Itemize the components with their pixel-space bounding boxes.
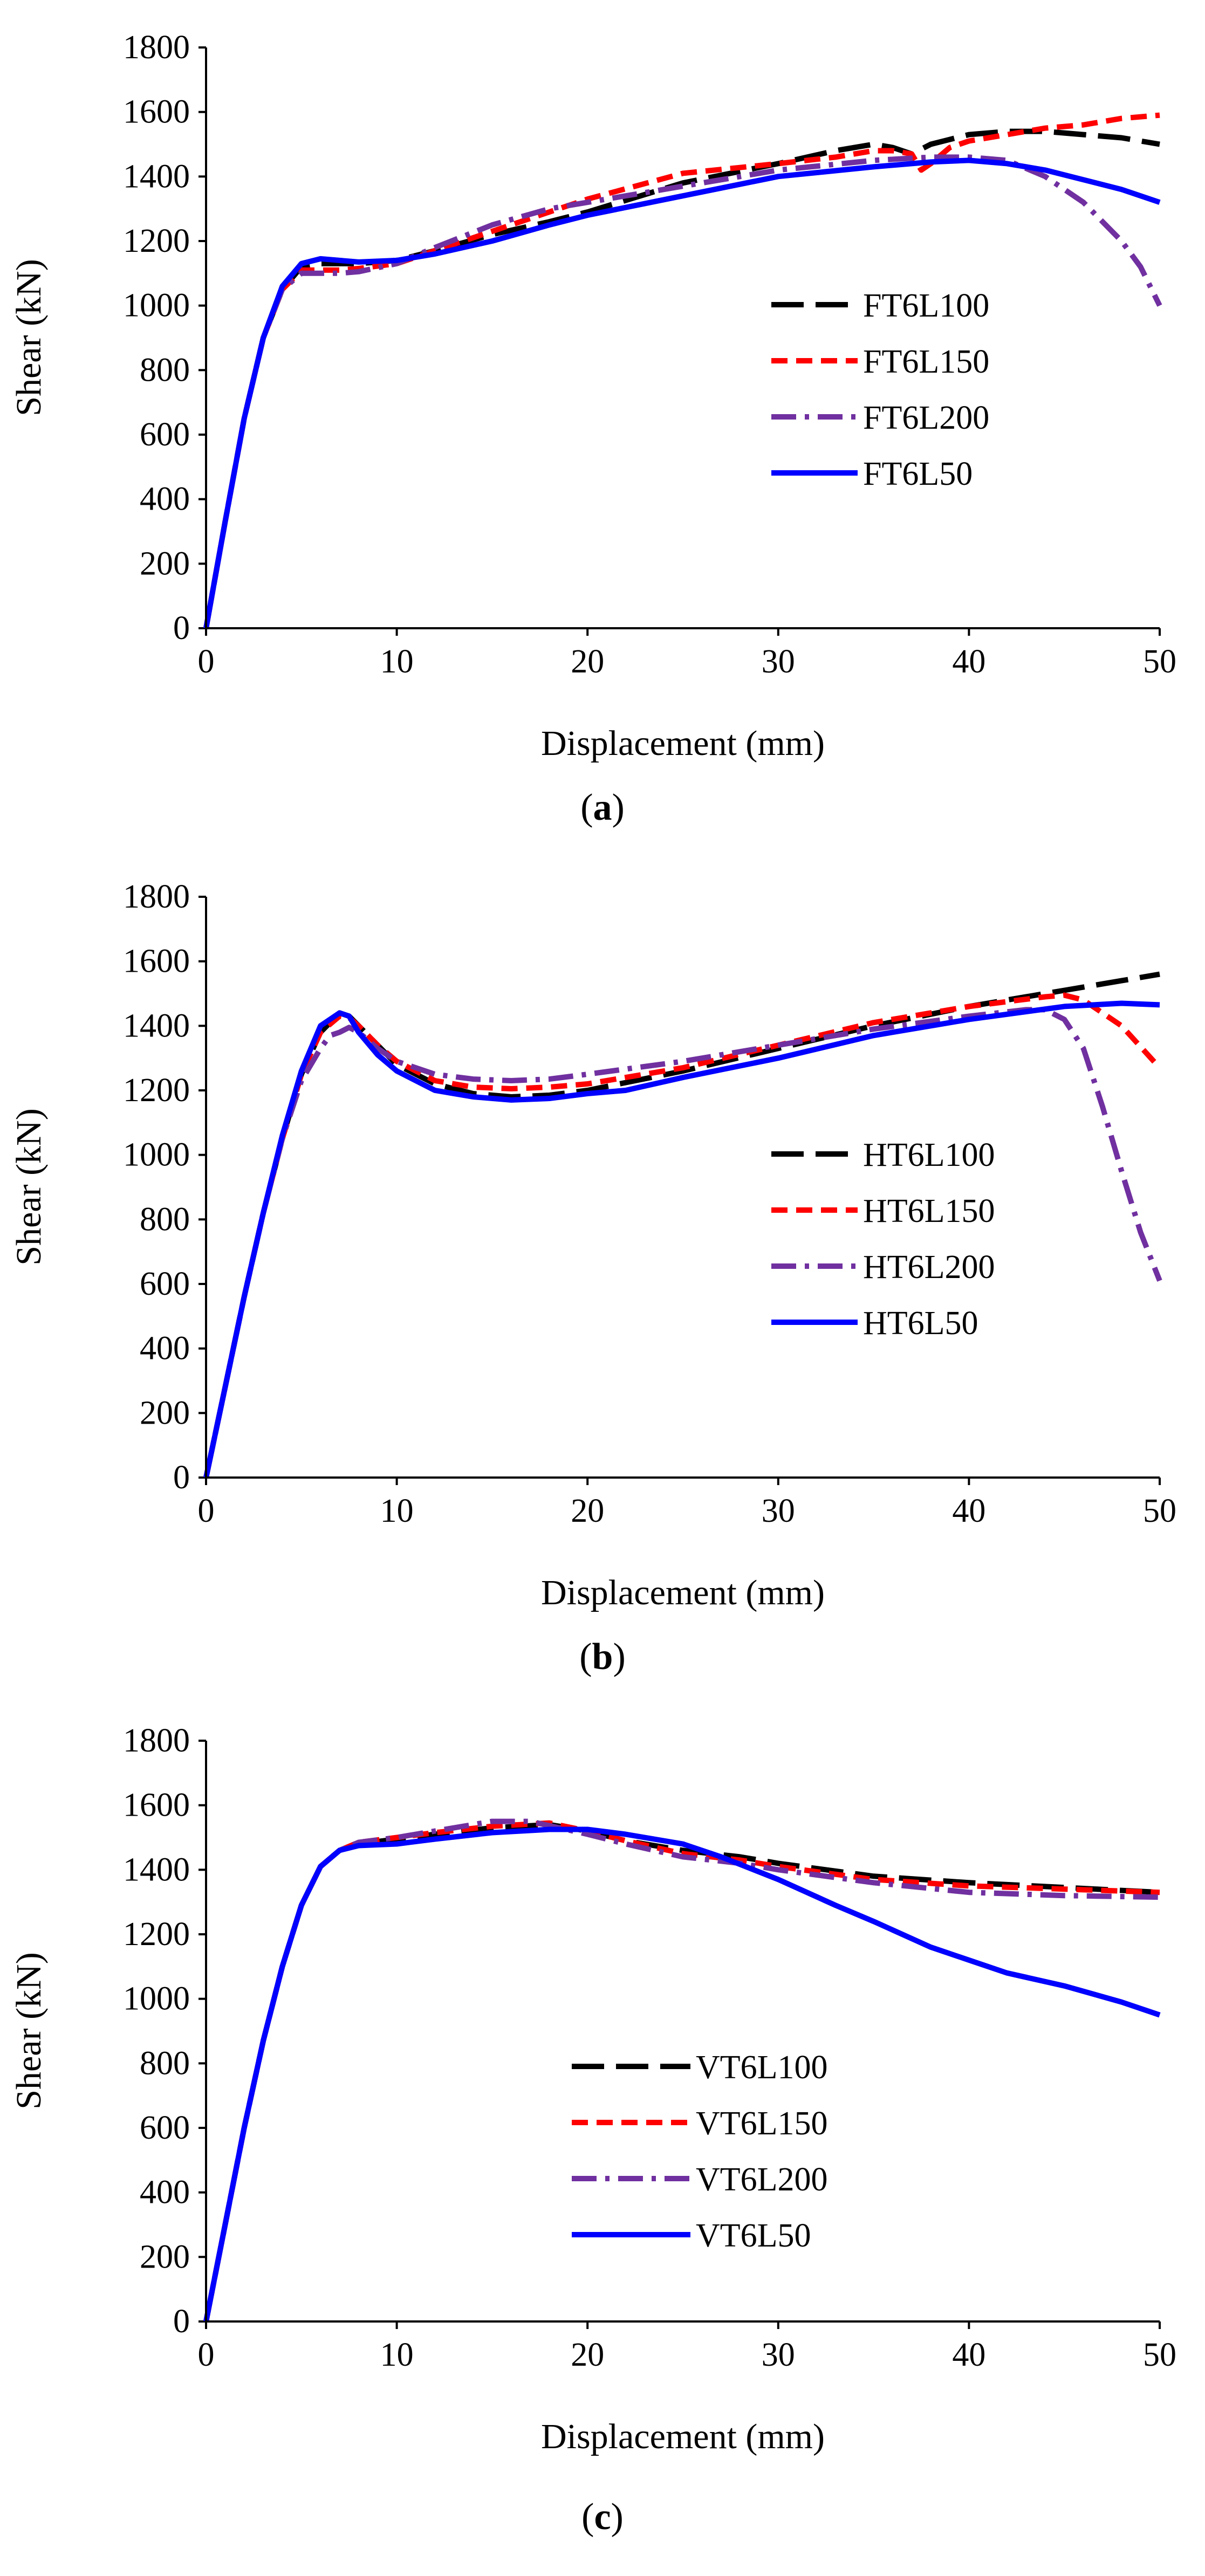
panel-b-xtick-label-10: 10 [380,1493,414,1529]
panel-a-ytick-label-1800: 1800 [123,29,190,66]
panel-c-ytick-label-600: 600 [140,2110,190,2146]
panel-b-ytick-label-1200: 1200 [123,1072,190,1109]
panel-b-ytick-label-600: 600 [140,1266,190,1302]
panel-c-plot-area: 0 200 400 600 800 1000 1200 1400 1600 1800 0 10 20 30… [123,1722,1176,2373]
legend-label-ft6l50: FT6L50 [863,456,973,492]
legend-label-ft6l100: FT6L100 [863,287,989,324]
panel-c-xtick-label-40: 40 [952,2337,985,2373]
panel-a-y-axis-title: Shear (kN) [9,259,49,416]
panel-b-ytick-label-1000: 1000 [123,1137,190,1173]
panel-b-caption-letter: b [592,1636,613,1678]
panel-a-plot-area: 0 200 400 600 800 1000 1200 1400 1600 1800 0 10 20 30… [123,29,1176,680]
panel-a-xtick-label-10: 10 [380,643,414,680]
panel-c-ytick-label-0: 0 [173,2303,190,2340]
panel-a-ytick-label-1000: 1000 [123,287,190,324]
panel-b-caption-close: ) [613,1636,625,1678]
panel-c-ytick-label-200: 200 [140,2238,190,2275]
panel-b-xtick-label-40: 40 [952,1493,985,1529]
legend-label-ht6l200: HT6L200 [863,1249,995,1286]
panel-c-ytick-label-1200: 1200 [123,1916,190,1953]
panel-b-ytick-label-200: 200 [140,1395,190,1431]
panel-b-plot-area: 0 200 400 600 800 1000 1200 1400 1600 1800 0 10 20 30… [123,878,1176,1529]
panel-a-x-axis-title: Displacement (mm) [541,724,825,763]
panel-c: 0 200 400 600 800 1000 1200 1400 1600 1800 0 10 20 30… [9,1722,1176,2538]
series-line-ht6l50 [203,1000,1160,1479]
panel-a-xtick-label-40: 40 [952,643,985,680]
panel-a-ytick-label-1200: 1200 [123,223,190,259]
panel-a-xtick-label-0: 0 [198,643,215,680]
panel-c-caption: (c) [581,2496,624,2538]
panel-c-xtick-label-50: 50 [1143,2337,1176,2373]
panel-c-ytick-label-1000: 1000 [123,1981,190,2017]
panel-c-ytick-label-1800: 1800 [123,1722,190,1759]
panel-a-ytick-label-1400: 1400 [123,158,190,195]
panel-b-caption-open: ( [579,1636,592,1678]
legend-label-vt6l200: VT6L200 [696,2161,828,2198]
panel-a-ytick-label-800: 800 [140,352,190,388]
panel-b-xtick-label-0: 0 [198,1493,215,1529]
panel-b-ytick-label-1800: 1800 [123,878,190,915]
panel-c-xtick-label-0: 0 [198,2337,215,2373]
legend-label-ht6l150: HT6L150 [863,1193,995,1229]
panel-a-caption-letter: a [593,787,612,828]
panel-a-caption-open: ( [580,787,593,828]
panel-a-ytick-label-400: 400 [140,481,190,518]
panel-a-ytick-label-0: 0 [173,610,190,647]
panel-c-ytick-label-400: 400 [140,2174,190,2211]
panel-a-ytick-label-600: 600 [140,416,190,453]
panel-b-xtick-label-50: 50 [1143,1493,1176,1529]
panel-b-caption: (b) [579,1636,626,1678]
legend-label-ht6l50: HT6L50 [863,1305,978,1342]
panel-c-y-axis-title: Shear (kN) [9,1952,49,2109]
panel-c-xtick-label-20: 20 [571,2337,604,2373]
legend-label-ft6l200: FT6L200 [863,400,989,436]
panel-c-xtick-label-10: 10 [380,2337,414,2373]
panel-a-ytick-label-1600: 1600 [123,94,190,130]
panel-c-ytick-label-800: 800 [140,2045,190,2082]
legend-label-vt6l150: VT6L150 [696,2105,828,2142]
legend-label-ht6l100: HT6L100 [863,1137,995,1173]
panel-c-x-axis-title: Displacement (mm) [541,2417,825,2456]
panel-c-ytick-label-1600: 1600 [123,1787,190,1824]
panel-b-ytick-label-0: 0 [173,1459,190,1496]
series-line-ft6l50 [203,157,1161,629]
panel-b-x-axis-title: Displacement (mm) [541,1573,825,1612]
panel-a-caption-close: ) [612,787,625,828]
series-line-ft6l150 [203,112,1160,629]
panel-c-ytick-label-1400: 1400 [123,1851,190,1888]
panel-a-xtick-label-50: 50 [1143,643,1176,680]
panel-c-xtick-label-30: 30 [762,2337,795,2373]
panel-a: 0 200 400 600 800 1000 1200 1400 1600 1800 0 10 20 30… [9,29,1176,828]
panel-a-xtick-label-20: 20 [571,643,604,680]
panel-a-xtick-label-30: 30 [762,643,795,680]
panel-b-y-axis-title: Shear (kN) [9,1108,49,1265]
series-line-ht6l200 [203,1007,1162,1479]
legend-label-ft6l150: FT6L150 [863,344,989,380]
panel-b-ytick-label-1600: 1600 [123,943,190,980]
panel-b-xtick-label-20: 20 [571,1493,604,1529]
panel-c-caption-letter: c [594,2496,611,2538]
panel-c-caption-open: ( [581,2496,594,2538]
panel-b-ytick-label-800: 800 [140,1201,190,1238]
panel-b: 0 200 400 600 800 1000 1200 1400 1600 1800 0 10 20 30… [9,878,1176,1678]
series-line-vt6l50 [203,1826,1161,2322]
panel-b-xtick-label-30: 30 [762,1493,795,1529]
panel-b-ytick-label-400: 400 [140,1330,190,1367]
panel-c-caption-close: ) [611,2496,624,2538]
panel-a-ytick-label-200: 200 [140,545,190,582]
panel-a-caption: (a) [580,787,625,828]
panel-b-ytick-label-1400: 1400 [123,1007,190,1044]
legend-label-vt6l50: VT6L50 [696,2217,811,2254]
legend-label-vt6l100: VT6L100 [696,2049,828,2086]
